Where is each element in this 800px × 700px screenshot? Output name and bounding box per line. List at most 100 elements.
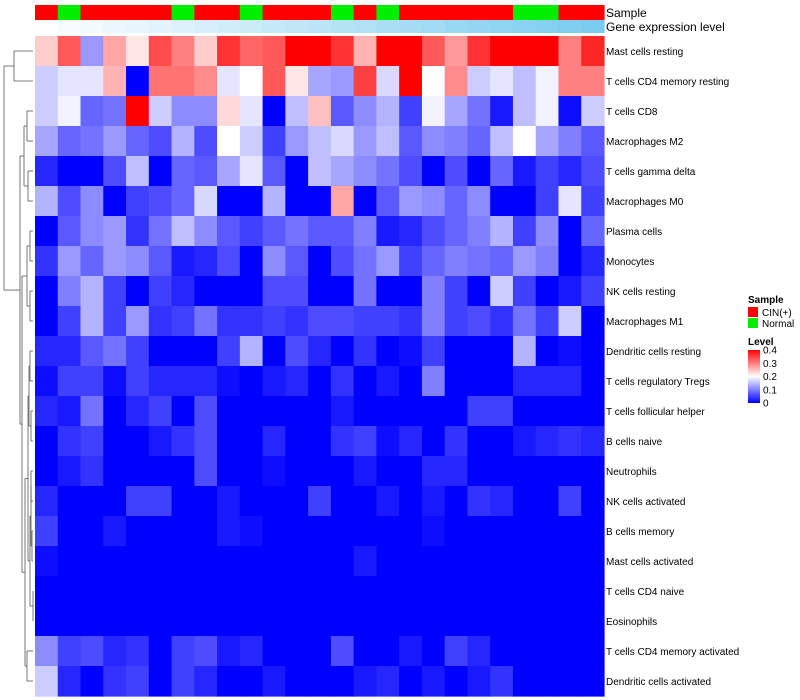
heatmap-cell (171, 366, 195, 397)
heatmap-cell (239, 246, 264, 277)
heatmap-cell (490, 576, 514, 607)
heatmap-cell (558, 96, 582, 127)
heatmap-cell (399, 276, 423, 307)
heatmap-cell (444, 486, 469, 517)
heatmap-cell (512, 96, 537, 127)
heatmap-cell (148, 606, 173, 637)
heatmap-cell (421, 396, 446, 427)
heatmap-cell (35, 336, 59, 367)
heatmap-cell (581, 516, 605, 547)
heatmap-cell (467, 666, 491, 697)
heatmap-cell (217, 96, 241, 127)
heatmap-cell (194, 366, 218, 397)
sample-track-title: Sample (606, 6, 647, 20)
heatmap-cell (399, 96, 423, 127)
heatmap-cell (490, 126, 514, 157)
heatmap-cell (57, 36, 82, 67)
heatmap-cell (148, 546, 173, 577)
heatmap-cell (285, 186, 309, 217)
heatmap-cell (421, 486, 446, 517)
heatmap-cell (57, 486, 82, 517)
heatmap-cell (330, 306, 355, 337)
heatmap-cell (148, 666, 173, 697)
heatmap-cell (80, 246, 104, 277)
heatmap-cell (262, 606, 286, 637)
legend-sample-title: Sample (748, 295, 784, 306)
heatmap-cell (421, 516, 446, 547)
expression-annotation-cell (535, 20, 560, 33)
heatmap-cell (171, 576, 195, 607)
heatmap-cell (35, 96, 59, 127)
heatmap-cell (126, 126, 150, 157)
heatmap-cell (353, 306, 377, 337)
row-label: Mast cells activated (606, 557, 693, 568)
heatmap-cell (80, 36, 104, 67)
heatmap-cell (217, 516, 241, 547)
heatmap-cell (285, 276, 309, 307)
heatmap-cell (308, 336, 332, 367)
expression-track-title: Gene expression level (606, 20, 725, 34)
heatmap-cell (535, 396, 560, 427)
heatmap-cell (376, 366, 400, 397)
heatmap-cell (35, 186, 59, 217)
heatmap-cell (35, 486, 59, 517)
heatmap-cell (35, 456, 59, 487)
heatmap-cell (217, 36, 241, 67)
row-label: B cells naive (606, 437, 663, 448)
heatmap-cell (490, 36, 514, 67)
sample-annotation-cell (308, 5, 332, 20)
legend-level-tick-label: 0.1 (763, 385, 777, 396)
heatmap-cell (558, 36, 582, 67)
heatmap-cell (262, 246, 286, 277)
heatmap-cell (490, 396, 514, 427)
heatmap-cell (308, 636, 332, 667)
row-label: Dendritic cells resting (606, 347, 701, 358)
heatmap-cell (103, 426, 127, 457)
sample-annotation-cell (35, 5, 59, 20)
heatmap-cell (285, 426, 309, 457)
heatmap-cell (262, 126, 286, 157)
heatmap-cell (148, 156, 173, 187)
heatmap-cell (57, 366, 82, 397)
heatmap-cell (376, 606, 400, 637)
heatmap-cell (148, 516, 173, 547)
heatmap-cell (194, 396, 218, 427)
heatmap-cell (103, 96, 127, 127)
heatmap-cell (262, 276, 286, 307)
heatmap-cell (239, 516, 264, 547)
heatmap-cell (421, 576, 446, 607)
heatmap-cell (194, 276, 218, 307)
heatmap-cell (376, 576, 400, 607)
heatmap-cell (217, 126, 241, 157)
heatmap-cell (239, 576, 264, 607)
heatmap-cell (308, 216, 332, 247)
heatmap-cell (239, 126, 264, 157)
heatmap-cell (126, 156, 150, 187)
heatmap-cell (558, 306, 582, 337)
heatmap-cell (444, 576, 469, 607)
heatmap-cell (148, 396, 173, 427)
expression-annotation-cell (512, 20, 537, 33)
heatmap-cell (467, 246, 491, 277)
heatmap-cell (35, 666, 59, 697)
heatmap-cell (103, 576, 127, 607)
heatmap-cell (308, 486, 332, 517)
heatmap-cell (80, 366, 104, 397)
heatmap-cell (535, 336, 560, 367)
heatmap-cell (194, 96, 218, 127)
heatmap-cell (581, 96, 605, 127)
expression-annotation-cell (353, 20, 377, 33)
heatmap-cell (376, 546, 400, 577)
heatmap-cell (444, 276, 469, 307)
heatmap-cell (308, 666, 332, 697)
heatmap-cell (558, 246, 582, 277)
legend-level-colorbar (748, 350, 760, 403)
heatmap-cell (126, 216, 150, 247)
heatmap-cell (57, 456, 82, 487)
heatmap-cell (353, 456, 377, 487)
heatmap-cell (490, 276, 514, 307)
heatmap-cell (535, 366, 560, 397)
expression-annotation-track (35, 20, 605, 33)
heatmap-cell (217, 276, 241, 307)
heatmap-cell (239, 426, 264, 457)
